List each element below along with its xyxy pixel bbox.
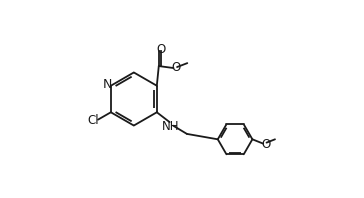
Text: O: O bbox=[172, 61, 181, 73]
Text: Cl: Cl bbox=[87, 114, 99, 127]
Text: NH: NH bbox=[162, 120, 179, 132]
Text: O: O bbox=[157, 43, 166, 56]
Text: O: O bbox=[261, 138, 270, 151]
Text: N: N bbox=[103, 78, 112, 91]
